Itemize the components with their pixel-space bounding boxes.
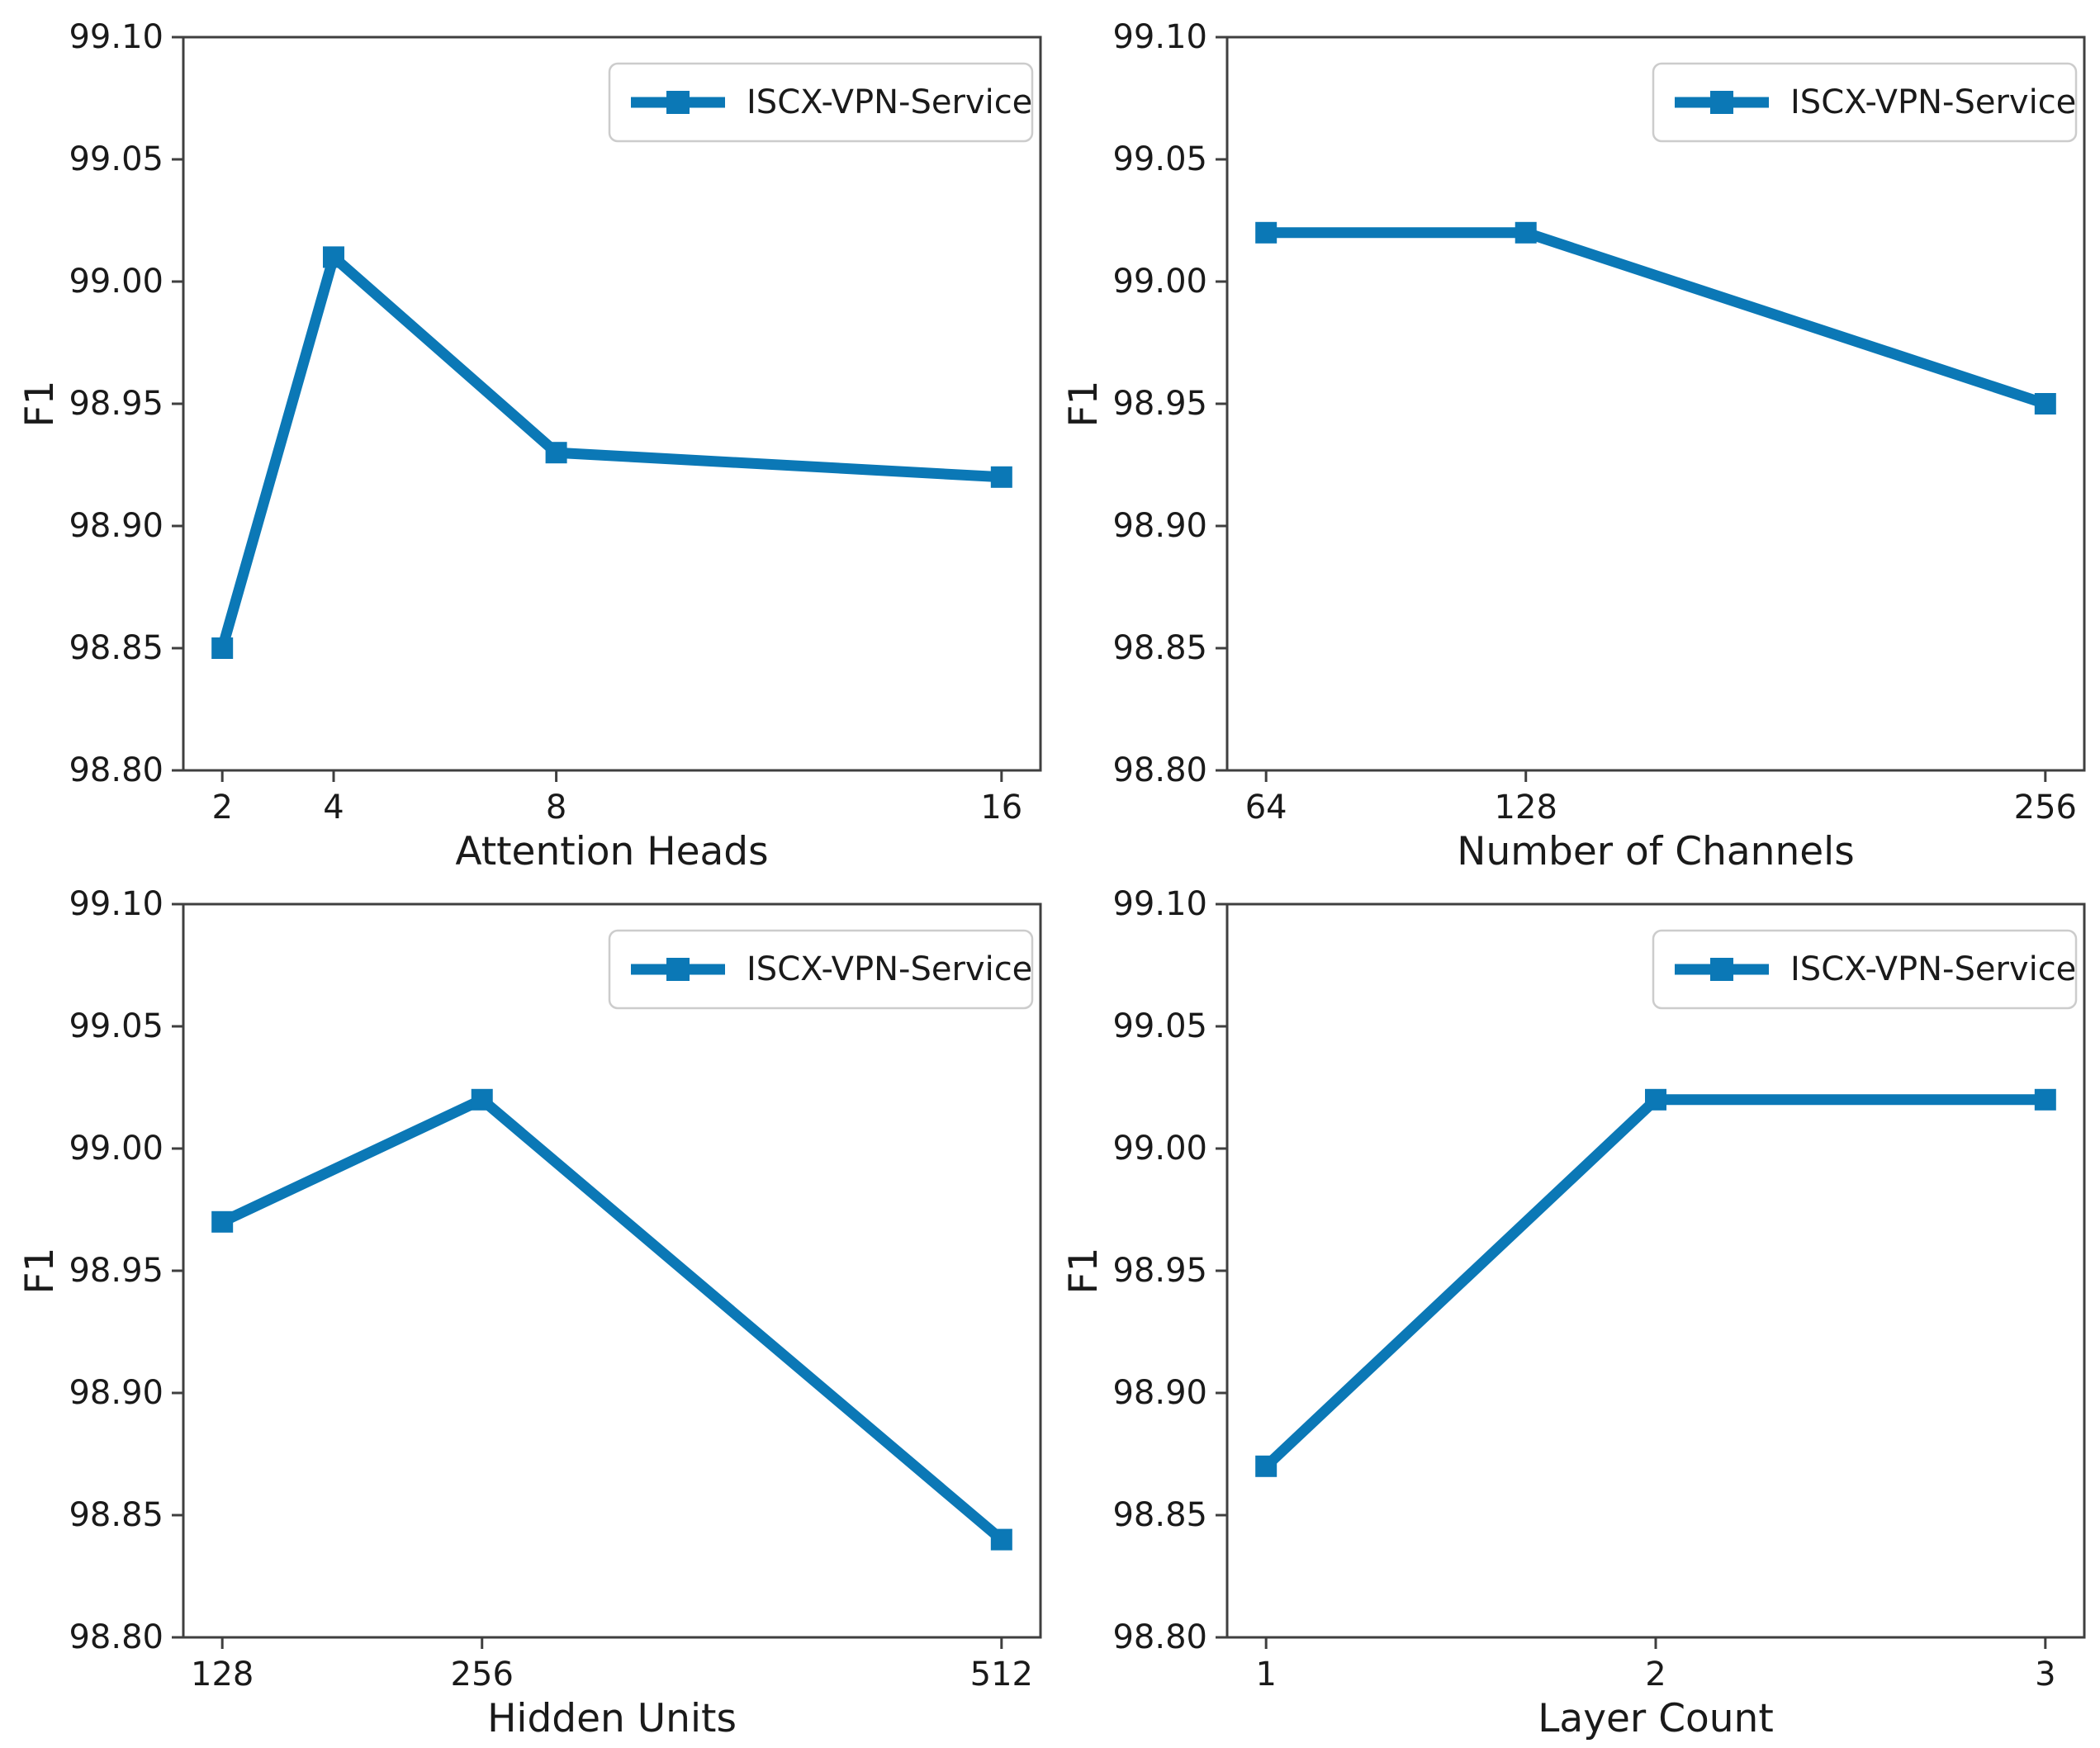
y-axis-tick-label: 98.80 [69, 1618, 164, 1656]
legend-marker-sample [666, 958, 690, 981]
chart-layer-count: 98.80 98.85 98.90 98.95 99.00 99.05 99.10 1 2 3 La… [1050, 874, 2100, 1748]
x-axis-tick-label: 16 [980, 789, 1022, 827]
legend-label: ISCX-VPN-Service [747, 83, 1032, 121]
y-axis-tick-label: 98.85 [1112, 1496, 1207, 1534]
x-axis-tick-label: 2 [1645, 1656, 1666, 1694]
plot-border [1225, 36, 2086, 772]
data-point-marker [990, 466, 1012, 488]
x-axis-title: Layer Count [1538, 1696, 1774, 1741]
chart-number-of-channels: 98.80 98.85 98.90 98.95 99.00 99.05 99.10 64 128… [1050, 0, 2100, 874]
y-axis-tick-label: 99.05 [1112, 1007, 1207, 1045]
data-line [220, 1093, 1006, 1544]
y-axis-tick-label: 98.95 [69, 1252, 164, 1290]
data-line [216, 247, 1003, 650]
data-point-marker [545, 442, 567, 464]
y-axis-tick-label: 99.10 [69, 18, 164, 56]
data-point-marker [2034, 1088, 2056, 1111]
x-axis-tick-label: 256 [2014, 789, 2077, 827]
data-line [1266, 227, 2047, 410]
y-axis-tick-label: 99.05 [69, 1007, 164, 1045]
x-axis-title: Hidden Units [487, 1696, 737, 1741]
y-axis-tick-label: 99.10 [69, 885, 164, 923]
legend-marker-sample [1710, 91, 1733, 114]
y-axis-tick-label: 99.00 [69, 1130, 164, 1168]
y-axis-tick-label: 98.90 [69, 1374, 164, 1412]
x-axis-tick-label: 1 [1255, 1656, 1276, 1694]
legend-marker-sample [666, 91, 690, 114]
legend-label: ISCX-VPN-Service [747, 950, 1032, 988]
legend-box [1652, 929, 2078, 1010]
x-axis-tick-label: 3 [2035, 1656, 2055, 1694]
x-axis-tick-label: 128 [1495, 789, 1557, 827]
legend-marker-sample [1710, 958, 1733, 981]
y-axis-title: F1 [17, 381, 63, 428]
legend-box [608, 929, 1034, 1010]
legend-box [1652, 62, 2078, 143]
data-point-marker [1645, 1088, 1666, 1111]
y-axis-tick-label: 98.80 [69, 751, 164, 789]
chart-hidden-units: 98.80 98.85 98.90 98.95 99.00 99.05 99.10 128 25… [0, 874, 1050, 1748]
y-axis-tick-label: 99.10 [1112, 18, 1207, 56]
x-axis-tick-label: 512 [970, 1656, 1033, 1694]
data-point-marker [1515, 221, 1537, 244]
x-axis-title: Attention Heads [455, 829, 768, 874]
y-axis-tick-label: 98.80 [1112, 1618, 1207, 1656]
y-axis-tick-label: 98.80 [1112, 751, 1207, 789]
y-axis-tick-label: 99.00 [1112, 1130, 1207, 1168]
data-point-marker [322, 246, 344, 268]
data-line [1262, 1094, 2045, 1471]
chart-attention-heads-canvas: 98.80 98.85 98.90 98.95 99.00 99.05 99.10 2 4 8 16… [17, 18, 1042, 874]
x-axis-tick-label: 2 [211, 789, 232, 827]
chart-number-of-channels-canvas: 98.80 98.85 98.90 98.95 99.00 99.05 99.10 64 128… [1061, 18, 2086, 874]
y-axis-tick-label: 99.10 [1112, 885, 1207, 923]
y-axis-tick-label: 99.00 [69, 263, 164, 301]
y-axis-tick-label: 98.90 [1112, 1374, 1207, 1412]
chart-hidden-units-canvas: 98.80 98.85 98.90 98.95 99.00 99.05 99.10 128 25… [17, 885, 1042, 1741]
legend-label: ISCX-VPN-Service [1790, 950, 2076, 988]
y-axis-tick-label: 99.00 [1112, 263, 1207, 301]
y-axis-tick-label: 98.85 [69, 629, 164, 667]
data-point-marker [211, 637, 234, 659]
legend-label: ISCX-VPN-Service [1790, 83, 2076, 121]
plot-border [1225, 902, 2086, 1639]
data-point-marker [1255, 221, 1278, 244]
plot-border [182, 36, 1042, 772]
y-axis-tick-label: 98.95 [1112, 385, 1207, 423]
y-axis-tick-label: 99.05 [69, 140, 164, 178]
chart-layer-count-canvas: 98.80 98.85 98.90 98.95 99.00 99.05 99.10 1 2 3 La… [1061, 885, 2086, 1741]
y-axis-tick-label: 98.90 [69, 507, 164, 545]
y-axis-tick-label: 98.90 [1112, 507, 1207, 545]
data-point-marker [2034, 393, 2056, 414]
data-point-marker [1255, 1455, 1278, 1477]
y-axis-title: F1 [1061, 1248, 1107, 1295]
y-axis-tick-label: 98.95 [1112, 1252, 1207, 1290]
y-axis-tick-label: 99.05 [1112, 140, 1207, 178]
y-axis-tick-label: 98.85 [1112, 629, 1207, 667]
y-axis-tick-label: 98.85 [69, 1496, 164, 1534]
y-axis-title: F1 [17, 1248, 63, 1295]
x-axis-tick-label: 4 [323, 789, 344, 827]
chart-attention-heads: 98.80 98.85 98.90 98.95 99.00 99.05 99.10 2 4 8 16… [0, 0, 1050, 874]
x-axis-tick-label: 8 [546, 789, 566, 827]
x-axis-tick-label: 64 [1245, 789, 1287, 827]
x-axis-title: Number of Channels [1457, 829, 1854, 874]
y-axis-title: F1 [1061, 381, 1107, 428]
x-axis-tick-label: 128 [191, 1656, 254, 1694]
x-axis-tick-label: 256 [451, 1656, 514, 1694]
data-point-marker [471, 1088, 493, 1111]
legend-box [608, 62, 1034, 143]
data-point-marker [990, 1528, 1012, 1551]
data-point-marker [211, 1210, 234, 1233]
y-axis-tick-label: 98.95 [69, 385, 164, 423]
plot-border [182, 902, 1042, 1639]
